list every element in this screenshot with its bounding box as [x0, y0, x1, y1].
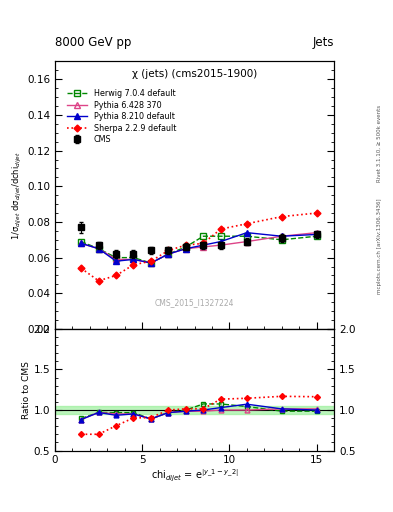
- Pythia 8.210 default: [244, 229, 249, 236]
- Pythia 6.428 370: [184, 246, 188, 252]
- Pythia 8.210 default: [184, 246, 188, 252]
- Pythia 6.428 370: [166, 251, 171, 257]
- Herwig 7.0.4 default: [219, 233, 223, 239]
- Herwig 7.0.4 default: [244, 233, 249, 239]
- Pythia 6.428 370: [201, 244, 206, 250]
- Sherpa 2.2.9 default: [96, 278, 101, 284]
- Sherpa 2.2.9 default: [131, 262, 136, 268]
- Herwig 7.0.4 default: [184, 244, 188, 250]
- Line: Pythia 8.210 default: Pythia 8.210 default: [78, 230, 320, 266]
- Text: CMS_2015_I1327224: CMS_2015_I1327224: [155, 297, 234, 307]
- Herwig 7.0.4 default: [201, 233, 206, 239]
- Pythia 6.428 370: [79, 240, 84, 246]
- Pythia 6.428 370: [314, 229, 319, 236]
- Herwig 7.0.4 default: [149, 260, 153, 266]
- Sherpa 2.2.9 default: [149, 258, 153, 264]
- Pythia 8.210 default: [131, 257, 136, 263]
- Herwig 7.0.4 default: [279, 237, 284, 243]
- Herwig 7.0.4 default: [131, 254, 136, 261]
- Bar: [55, 406, 334, 414]
- Pythia 8.210 default: [79, 240, 84, 246]
- Herwig 7.0.4 default: [314, 233, 319, 239]
- Pythia 6.428 370: [244, 239, 249, 245]
- Text: χ (jets) (cms2015-1900): χ (jets) (cms2015-1900): [132, 70, 257, 79]
- Text: Jets: Jets: [312, 36, 334, 49]
- Sherpa 2.2.9 default: [219, 226, 223, 232]
- Text: 8000 GeV pp: 8000 GeV pp: [55, 36, 131, 49]
- Pythia 8.210 default: [114, 258, 118, 264]
- Y-axis label: 1/σ$_{dijet}$ dσ$_{dijet}$/dchi$_{dijet}$: 1/σ$_{dijet}$ dσ$_{dijet}$/dchi$_{dijet}…: [11, 151, 24, 240]
- Line: Sherpa 2.2.9 default: Sherpa 2.2.9 default: [79, 210, 319, 283]
- Pythia 6.428 370: [219, 242, 223, 248]
- Pythia 6.428 370: [131, 257, 136, 263]
- Pythia 6.428 370: [114, 257, 118, 263]
- Herwig 7.0.4 default: [166, 251, 171, 257]
- Pythia 6.428 370: [149, 260, 153, 266]
- Sherpa 2.2.9 default: [114, 272, 118, 279]
- Herwig 7.0.4 default: [114, 254, 118, 261]
- Line: Pythia 6.428 370: Pythia 6.428 370: [78, 230, 320, 266]
- Pythia 8.210 default: [201, 242, 206, 248]
- Sherpa 2.2.9 default: [184, 242, 188, 248]
- Sherpa 2.2.9 default: [166, 247, 171, 253]
- Sherpa 2.2.9 default: [279, 214, 284, 220]
- Sherpa 2.2.9 default: [79, 265, 84, 271]
- Herwig 7.0.4 default: [96, 246, 101, 252]
- Pythia 8.210 default: [166, 251, 171, 257]
- Legend: Herwig 7.0.4 default, Pythia 6.428 370, Pythia 8.210 default, Sherpa 2.2.9 defau: Herwig 7.0.4 default, Pythia 6.428 370, …: [64, 87, 178, 146]
- Text: Rivet 3.1.10, ≥ 500k events: Rivet 3.1.10, ≥ 500k events: [377, 105, 382, 182]
- Y-axis label: Ratio to CMS: Ratio to CMS: [22, 361, 31, 419]
- Sherpa 2.2.9 default: [201, 240, 206, 246]
- X-axis label: chi$_{dijet}$ = e$^{|y\_1-y\_2|}$: chi$_{dijet}$ = e$^{|y\_1-y\_2|}$: [151, 468, 239, 484]
- Pythia 8.210 default: [96, 246, 101, 252]
- Text: mcplots.cern.ch [arXiv:1306.3436]: mcplots.cern.ch [arXiv:1306.3436]: [377, 198, 382, 293]
- Sherpa 2.2.9 default: [244, 221, 249, 227]
- Pythia 8.210 default: [314, 231, 319, 238]
- Pythia 6.428 370: [96, 246, 101, 252]
- Pythia 8.210 default: [219, 239, 223, 245]
- Herwig 7.0.4 default: [79, 239, 84, 245]
- Pythia 8.210 default: [149, 260, 153, 266]
- Line: Herwig 7.0.4 default: Herwig 7.0.4 default: [78, 233, 320, 266]
- Pythia 6.428 370: [279, 233, 284, 239]
- Sherpa 2.2.9 default: [314, 210, 319, 216]
- Pythia 8.210 default: [279, 233, 284, 239]
